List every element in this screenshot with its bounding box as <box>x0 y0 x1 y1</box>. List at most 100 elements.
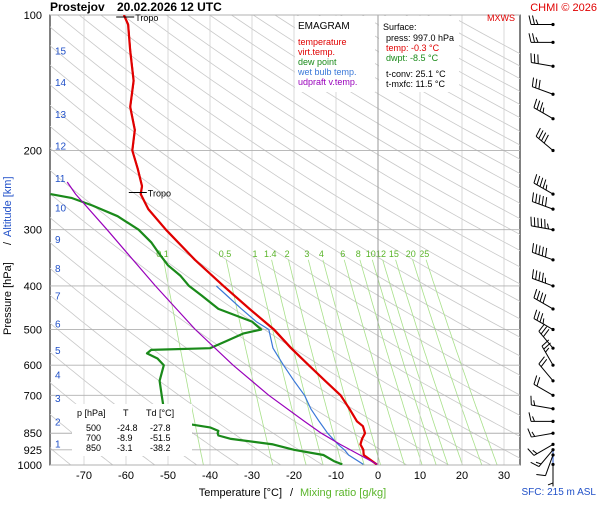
wind-barb-feather <box>534 375 537 384</box>
wind-barb-base <box>551 347 554 350</box>
mixing-ratio-label: 4 <box>319 249 324 259</box>
altitude-tick-label: 11 <box>55 174 66 185</box>
wind-barb-feather <box>537 311 540 320</box>
wind-barb-feather <box>543 294 546 303</box>
wind-barb-feather <box>536 128 540 136</box>
altitude-tick-label: 2 <box>55 417 61 428</box>
wind-barb-feather <box>528 429 532 438</box>
altitude-tick-label: 12 <box>55 142 67 153</box>
temperature-tick-label: -40 <box>202 470 218 482</box>
surface-press: press: 997.0 hPa <box>386 33 454 43</box>
wind-barb-feather <box>536 79 537 88</box>
wind-barb-base <box>551 307 554 310</box>
wind-barb-base <box>551 364 554 367</box>
wind-barb-feather <box>537 377 540 386</box>
altitude-tick-label: 9 <box>55 235 61 246</box>
temperature-tick-label: 30 <box>498 470 510 482</box>
wind-barb-feather <box>540 178 543 187</box>
y-axis-separator: / <box>2 241 14 245</box>
wind-barb-feather <box>548 483 553 485</box>
legend-wet-bulb: wet bulb temp. <box>297 67 357 77</box>
wind-barb-feather <box>534 99 537 108</box>
legend-updraft: udpraft v.temp. <box>298 77 357 87</box>
x-axis-separator: / <box>290 487 294 499</box>
temperature-tick-label: -10 <box>328 470 344 482</box>
pressure-tick-label: 700 <box>24 390 42 402</box>
pressure-tick-label: 850 <box>24 428 42 440</box>
wind-barb <box>529 16 555 27</box>
tropopause-label: Tropo <box>148 189 171 199</box>
wind-barb <box>531 217 555 232</box>
wind-barb-feather <box>545 248 546 257</box>
wind-barb <box>532 243 554 261</box>
wind-barb-feather <box>539 246 540 255</box>
altitude-tick-label: 7 <box>55 291 61 302</box>
wind-barb <box>528 429 555 438</box>
temperature-tick-label: 0 <box>375 470 381 482</box>
wind-barb-base <box>551 117 554 120</box>
surface-dwpt: dwpt: -8.5 °C <box>386 53 439 63</box>
wind-barb-feather <box>529 33 531 42</box>
temperature-tick-label: 20 <box>456 470 468 482</box>
temperature-tick-label: -70 <box>76 470 92 482</box>
copyright: CHMI © 2026 <box>530 2 597 14</box>
wind-barb-feather <box>540 313 543 322</box>
wind-barb-feather <box>536 37 538 42</box>
wind-barb-feather <box>537 101 540 110</box>
wind-barb-feather <box>543 108 544 113</box>
wind-barb-feather <box>536 270 537 279</box>
wind-barb-base <box>551 258 554 261</box>
wind-barb-feather <box>533 450 537 453</box>
table-row-850-p: 850 <box>86 443 101 453</box>
wind-barb-feather <box>533 416 535 421</box>
station-name: Prostejov <box>50 0 105 14</box>
wind-barb-feather <box>529 16 531 25</box>
wind-barb-base <box>551 453 554 456</box>
temperature-tick-label: -50 <box>160 470 176 482</box>
wind-barb-base <box>551 328 554 331</box>
table-header-td: Td [°C] <box>146 408 174 418</box>
pressure-tick-label: 500 <box>24 325 42 337</box>
wind-barb-feather <box>542 247 543 256</box>
altitude-tick-label: 13 <box>55 110 67 121</box>
altitude-tick-label: 1 <box>55 439 61 450</box>
pressure-tick-label: 100 <box>24 10 42 22</box>
pressure-tick-label: 925 <box>24 445 42 457</box>
altitude-tick-label: 15 <box>55 47 67 58</box>
altitude-tick-label: 14 <box>55 78 67 89</box>
wind-barb <box>529 412 555 423</box>
tropopause-label: Tropo <box>135 13 158 23</box>
wind-barb-feather <box>542 273 543 282</box>
wind-barb <box>528 443 555 456</box>
x-axis-title: Temperature [°C] <box>199 487 282 499</box>
wind-barb-feather <box>542 133 546 141</box>
wind-barb-feather <box>534 400 535 405</box>
wind-barb-base <box>551 463 554 466</box>
wind-barb-feather <box>539 130 543 138</box>
altitude-tick-label: 5 <box>55 346 61 357</box>
wind-barb <box>529 33 555 44</box>
table-header-t: T <box>123 408 129 418</box>
wind-barb-feather <box>536 244 537 253</box>
altitude-tick-label: 6 <box>55 320 61 331</box>
wind-barb-base <box>551 420 554 423</box>
wind-barb <box>534 174 555 195</box>
mixing-ratio-label: 15 <box>389 249 399 259</box>
wind-barb-base <box>551 192 554 195</box>
mixing-ratio-label: 8 <box>356 249 361 259</box>
pressure-tick-label: 400 <box>24 281 42 293</box>
altitude-tick-label: 4 <box>55 371 61 382</box>
wind-barbs <box>528 16 555 487</box>
table-row-500-p: 500 <box>86 423 101 433</box>
mxws-label: MXWS <box>487 13 515 23</box>
wind-barb-base <box>551 149 554 152</box>
wind-barb-feather <box>540 293 543 302</box>
altitude-tick-label: 8 <box>55 264 61 275</box>
pressure-tick-label: 300 <box>24 225 42 237</box>
wind-barb-feather <box>543 180 546 189</box>
wind-barb-feather <box>536 474 545 475</box>
mixing-ratio-label: 6 <box>340 249 345 259</box>
legend-title: EMAGRAM <box>298 21 350 32</box>
wind-barb <box>539 357 555 383</box>
